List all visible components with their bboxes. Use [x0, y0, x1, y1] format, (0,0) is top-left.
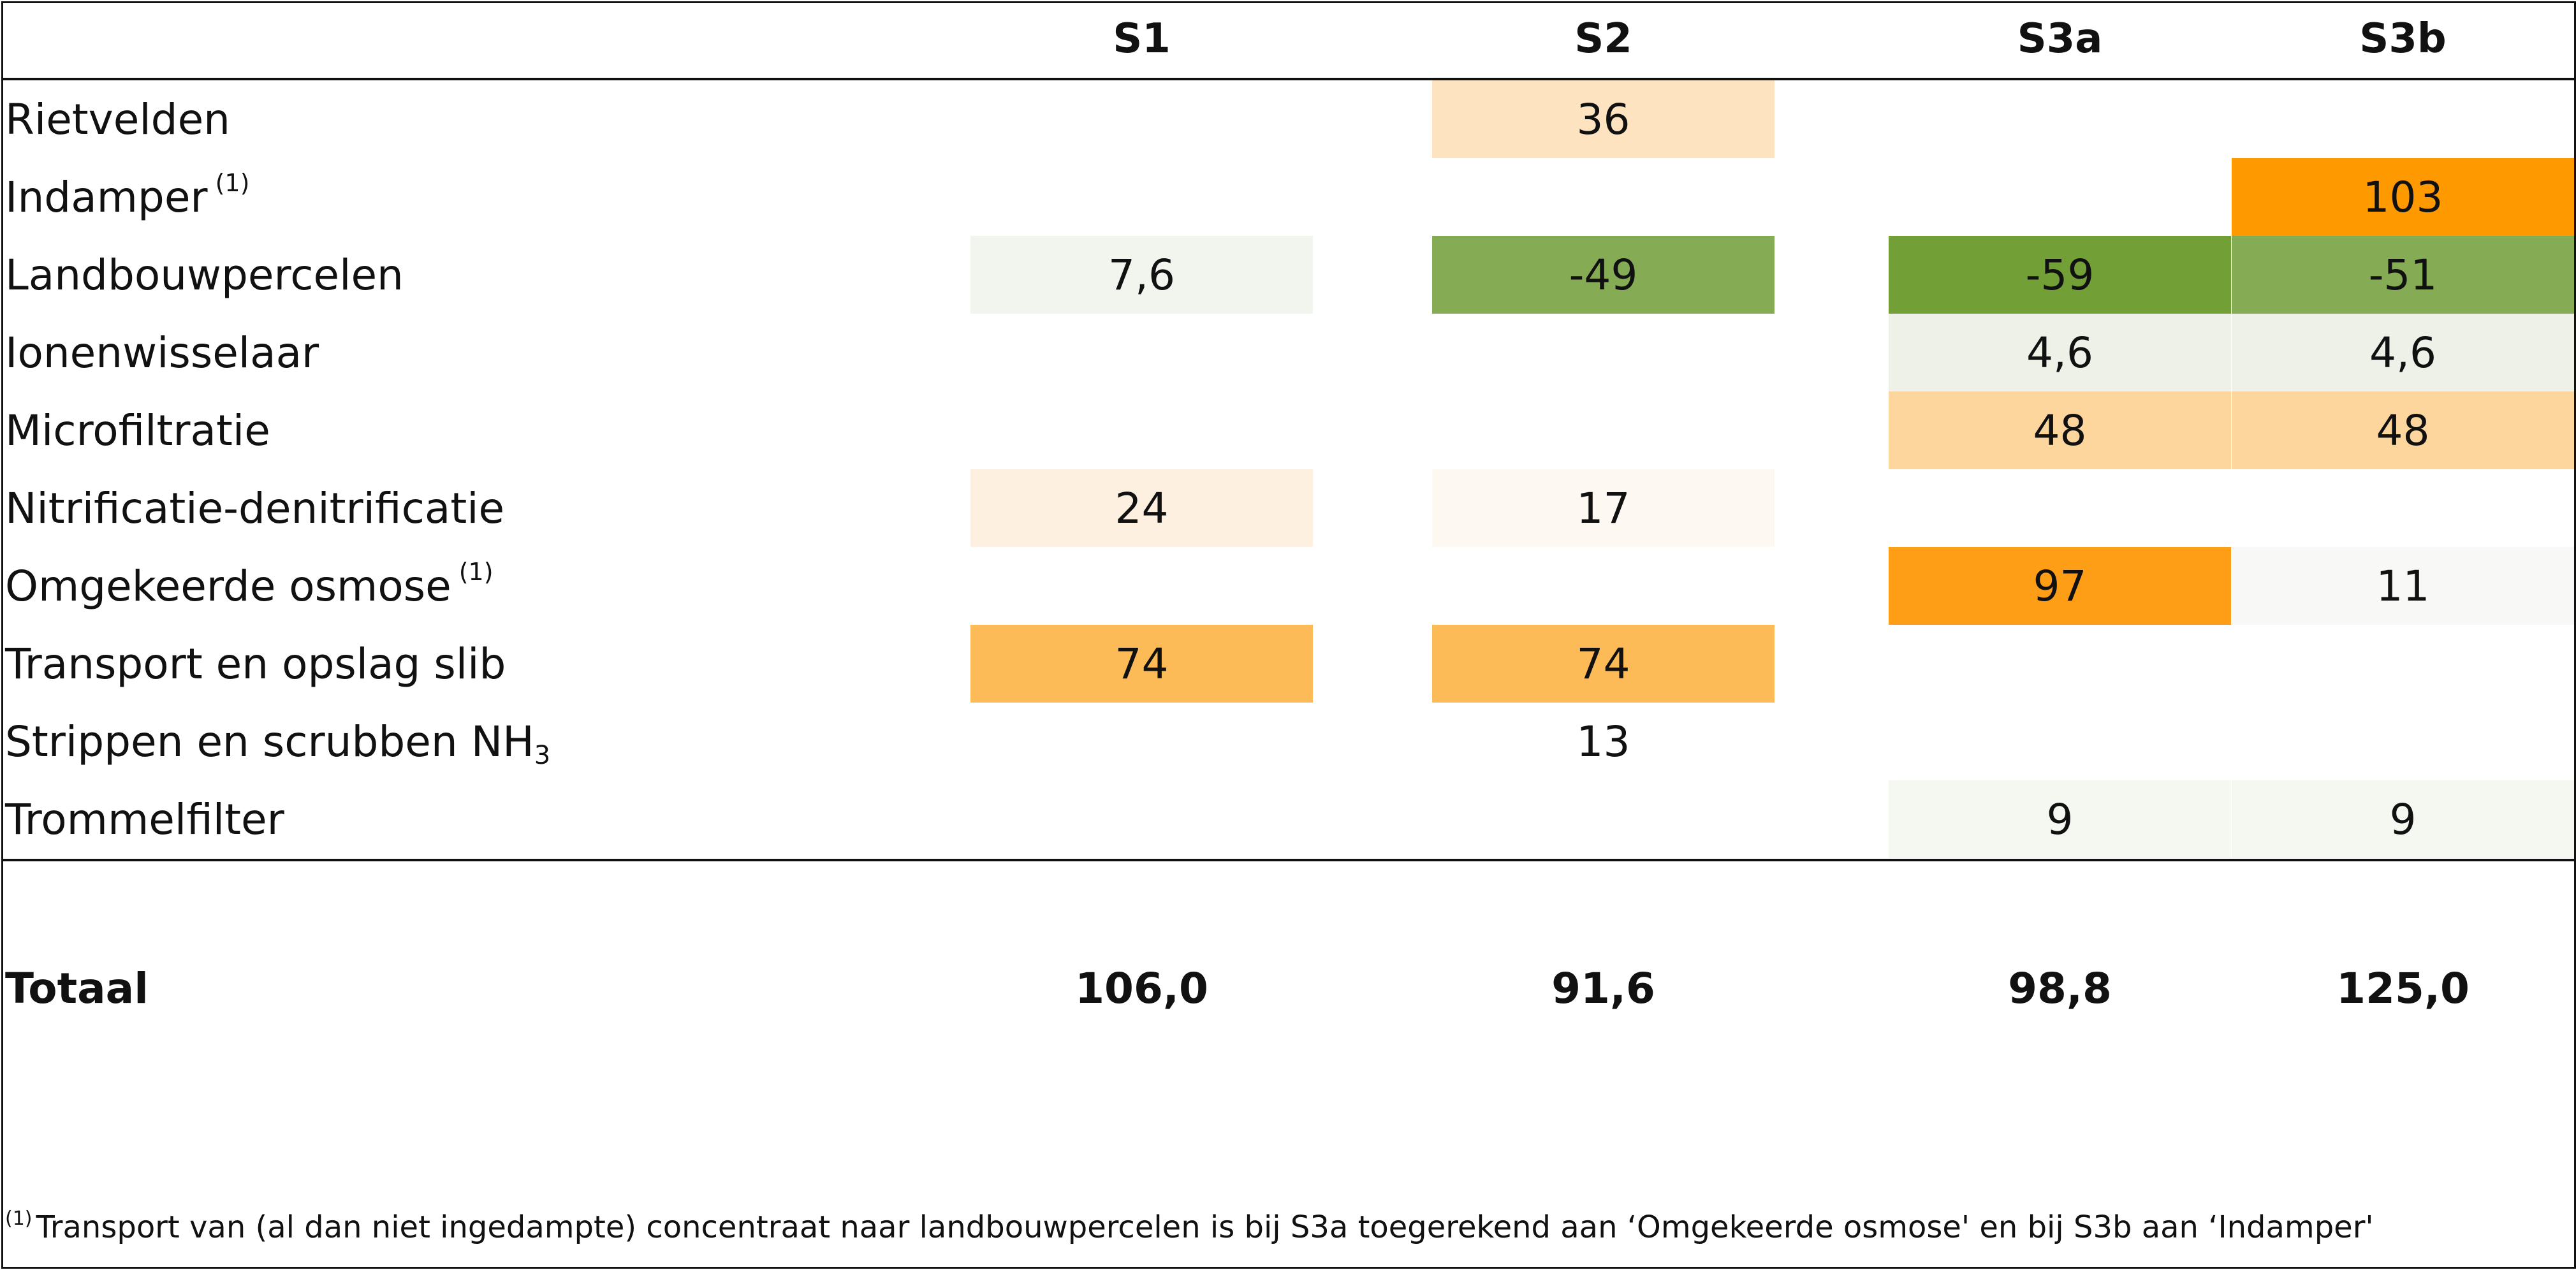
total-value: 106,0 — [1075, 963, 1208, 1013]
header-divider — [1, 78, 2574, 80]
footnote-reference: (1) — [458, 558, 494, 586]
total-value: 98,8 — [2008, 963, 2112, 1013]
table-cell: 11 — [2232, 547, 2574, 625]
table-row: Landbouwpercelen 7,6 -49 -59 -51 — [0, 236, 2576, 314]
row-label-text: Strippen en scrubben NH — [5, 717, 534, 766]
table-row: Ionenwisselaar 4,6 4,6 — [0, 314, 2576, 391]
table-cell: -59 — [1889, 236, 2231, 314]
footnote-text: Transport van (al dan niet ingedampte) c… — [36, 1209, 2374, 1245]
footnote: (1) Transport van (al dan niet ingedampt… — [5, 1205, 2374, 1250]
row-label-text: Indamper — [5, 172, 208, 222]
table-cell: -49 — [1432, 236, 1775, 314]
column-header-s2: S2 — [1574, 15, 1632, 62]
row-label-text: Rietvelden — [5, 94, 231, 144]
table-row: Indamper (1) 103 — [0, 158, 2576, 236]
row-label-text: Trommelfilter — [5, 794, 284, 844]
row-label: Omgekeerde osmose (1) — [5, 547, 494, 625]
total-value: 125,0 — [2336, 963, 2470, 1013]
table-row: Rietvelden 36 — [0, 80, 2576, 158]
row-label: Trommelfilter — [5, 780, 284, 858]
table-row: Microfiltratie 48 48 — [0, 391, 2576, 469]
column-header-s3b: S3b — [2359, 15, 2447, 62]
table-cell: 7,6 — [970, 236, 1313, 314]
row-label-text: Landbouwpercelen — [5, 250, 404, 300]
table-cell: 103 — [2232, 158, 2574, 236]
table-cell: 17 — [1432, 469, 1775, 547]
column-header-s3a: S3a — [2017, 15, 2103, 62]
row-label: Indamper (1) — [5, 158, 249, 236]
row-label: Strippen en scrubben NH 3 — [5, 703, 550, 780]
table-cell: 36 — [1432, 80, 1775, 158]
row-label-subscript: 3 — [534, 741, 551, 770]
row-label: Landbouwpercelen — [5, 236, 404, 314]
table-row: Transport en opslag slib 74 74 — [0, 625, 2576, 703]
table-cell: 74 — [970, 625, 1313, 703]
table-cell: 48 — [2232, 391, 2574, 469]
table-cell: 4,6 — [1889, 314, 2231, 391]
table-row: Omgekeerde osmose (1) 97 11 — [0, 547, 2576, 625]
total-value: 91,6 — [1551, 963, 1655, 1013]
table-cell: -51 — [2232, 236, 2574, 314]
row-label-text: Microfiltratie — [5, 405, 270, 455]
total-label: Totaal — [5, 963, 149, 1013]
row-label-text: Transport en opslag slib — [5, 639, 506, 689]
table-row: Nitrificatie-denitrificatie 24 17 — [0, 469, 2576, 547]
table-cell: 48 — [1889, 391, 2231, 469]
row-label-text: Ionenwisselaar — [5, 328, 319, 377]
table-cell: 9 — [2232, 780, 2574, 858]
table-cell: 24 — [970, 469, 1313, 547]
footnote-reference: (1) — [215, 169, 250, 197]
total-divider — [1, 859, 2574, 861]
table-cell: 9 — [1889, 780, 2231, 858]
table-cell: 97 — [1889, 547, 2231, 625]
table-cell: 74 — [1432, 625, 1775, 703]
table-row: Trommelfilter 9 9 — [0, 780, 2576, 858]
row-label: Nitrificatie-denitrificatie — [5, 469, 504, 547]
table-cell: 13 — [1576, 717, 1630, 766]
row-label: Rietvelden — [5, 80, 230, 158]
table-row: Strippen en scrubben NH 3 13 — [0, 703, 2576, 780]
row-label-text: Omgekeerde osmose — [5, 561, 451, 611]
table-cell: 4,6 — [2232, 314, 2574, 391]
row-label: Transport en opslag slib — [5, 625, 506, 703]
row-label: Microfiltratie — [5, 391, 270, 469]
footnote-mark: (1) — [5, 1207, 33, 1230]
row-label: Ionenwisselaar — [5, 314, 319, 391]
row-label-text: Nitrificatie-denitrificatie — [5, 483, 505, 533]
column-header-s1: S1 — [1113, 15, 1171, 62]
